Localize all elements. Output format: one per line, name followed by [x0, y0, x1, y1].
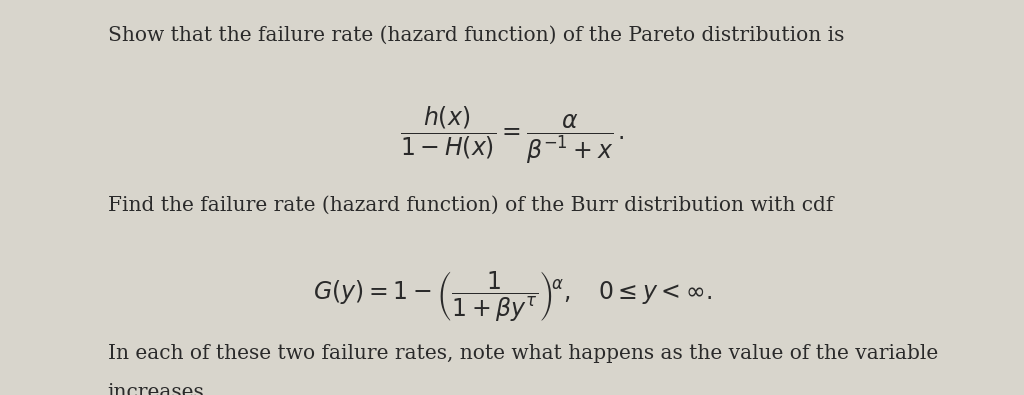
Text: increases.: increases.: [108, 383, 211, 395]
Text: Find the failure rate (hazard function) of the Burr distribution with cdf: Find the failure rate (hazard function) …: [108, 196, 833, 214]
Text: $G(y) = 1 - \left(\dfrac{1}{1 + \beta y^{\tau}}\right)^{\!\alpha}, \quad 0 \leq : $G(y) = 1 - \left(\dfrac{1}{1 + \beta y^…: [312, 269, 712, 323]
Text: In each of these two failure rates, note what happens as the value of the variab: In each of these two failure rates, note…: [108, 344, 938, 363]
Text: $\dfrac{h(x)}{1 - H(x)} = \dfrac{\alpha}{\beta^{-1} + x}\,.$: $\dfrac{h(x)}{1 - H(x)} = \dfrac{\alpha}…: [399, 105, 625, 166]
Text: Show that the failure rate (hazard function) of the Pareto distribution is: Show that the failure rate (hazard funct…: [108, 26, 844, 45]
